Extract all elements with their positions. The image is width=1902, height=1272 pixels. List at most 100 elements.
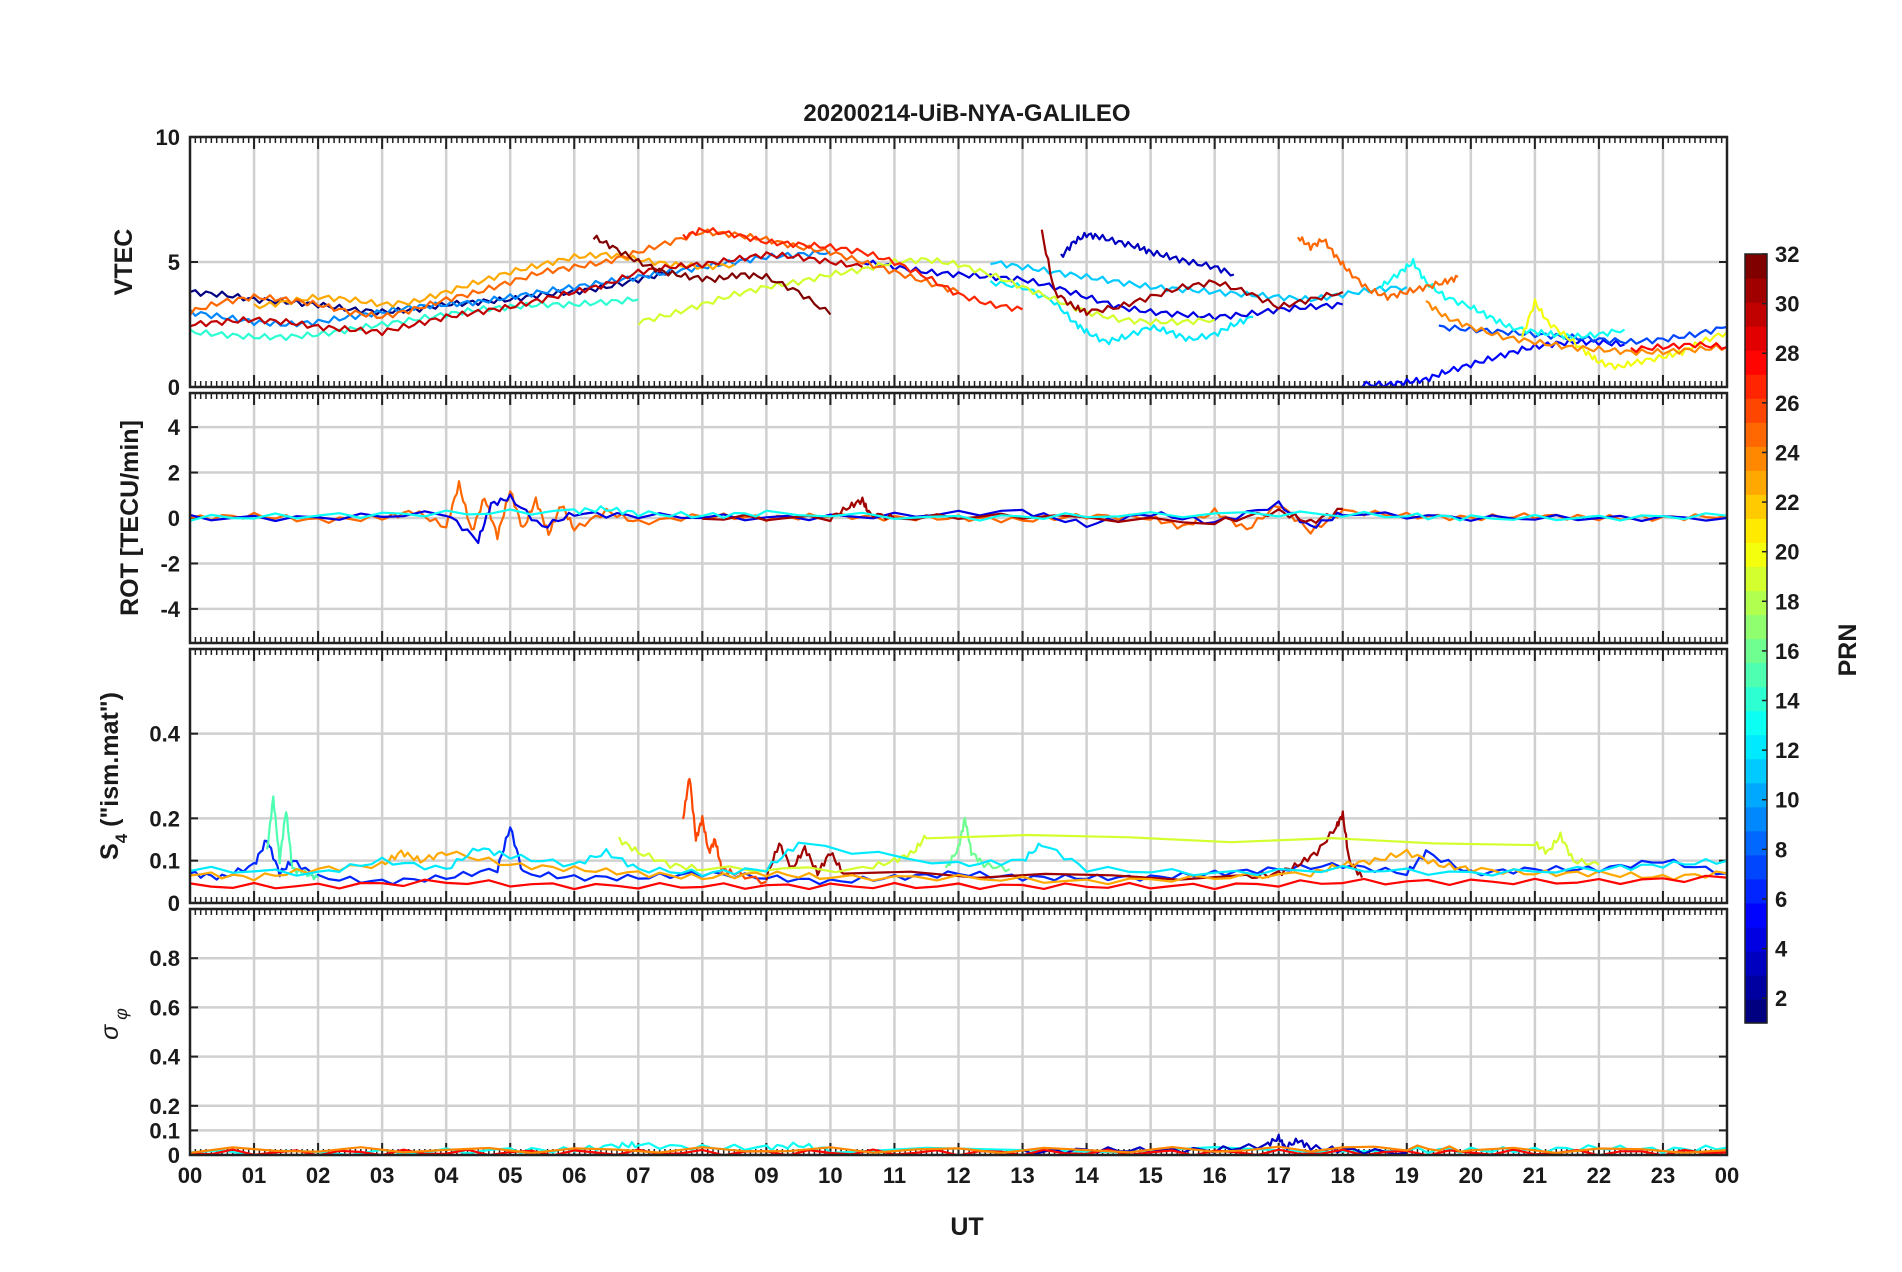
series-prn-32 [592,234,832,316]
colorbar-segment [1745,806,1767,832]
y-tick-label: 0.4 [149,1045,180,1070]
y-tick-label: 0 [168,1143,180,1168]
colorbar-tick-label: 28 [1775,341,1799,366]
x-tick-label: 07 [626,1163,650,1188]
colorbar-segment [1745,710,1767,736]
y-tick-label: 0.1 [149,849,180,874]
series-prn-7 [1438,324,1727,345]
x-axis-label: UT [950,1213,983,1241]
series-group [190,227,1727,387]
colorbar-segment [1745,854,1767,880]
colorbar-segment [1745,566,1767,592]
series-prn-26 [682,777,767,885]
series-prn-30 [190,251,863,337]
y-tick-label: 5 [168,250,180,275]
colorbar-tick-label: 16 [1775,639,1799,664]
x-tick-label: 19 [1395,1163,1419,1188]
series-prn-19 [637,257,1216,326]
colorbar-segment [1745,278,1767,303]
y-axis-label: σ φ [96,1008,131,1040]
series-prn-12 [190,841,1727,878]
colorbar-tick-label: 20 [1775,540,1799,565]
panel-s4: 0 0.1 0.2 0.4 S4 ("ism.mat") [96,647,1729,916]
series-prn-25 [1296,236,1459,301]
panel-vtec: 0 5 10 VTEC [110,125,1729,400]
colorbar-segment [1745,662,1767,688]
colorbar-segment [1745,254,1767,279]
colorbar-segment [1745,398,1767,423]
y-tick-label: -2 [160,551,180,576]
y-tick-label: 0.2 [149,806,180,831]
colorbar-segment [1745,686,1767,712]
plot-frame [188,647,1729,905]
series-group [190,1133,1727,1155]
series-prn-28 [190,874,1727,891]
colorbar-segment [1745,446,1767,471]
colorbar-segment [1745,614,1767,640]
x-tick-label: 04 [434,1163,459,1188]
series-prn-27 [682,227,1024,312]
colorbar-segment [1745,782,1767,808]
colorbar-tick-label: 10 [1775,788,1799,813]
x-tick-label: 11 [883,1163,906,1188]
y-tick-label: 0 [168,891,180,916]
series-prn-24 [1425,299,1727,356]
y-tick-label: -4 [160,597,180,622]
colorbar-segment [1745,422,1767,447]
colorbar-tick-label: 6 [1775,887,1787,912]
colorbar-segment [1745,734,1767,760]
colorbar-tick-label: 30 [1775,292,1799,317]
series-prn-24 [190,1144,1727,1155]
x-tick-label: 17 [1266,1163,1290,1188]
x-tick-label: 12 [946,1163,970,1188]
series-prn-13 [190,505,1727,522]
x-tick-label: 08 [690,1163,714,1188]
colorbar-segment [1745,878,1767,904]
series-prn-4 [190,493,1727,545]
x-tick-label: 14 [1074,1163,1099,1188]
y-tick-label: 0 [168,506,180,531]
colorbar-segment [1745,374,1767,399]
series-prn-14 [190,296,639,342]
y-tick-label: 10 [156,125,180,150]
x-tick-label: 00 [178,1163,202,1188]
y-tick-label: 0.2 [149,1094,180,1119]
colorbar-segment [1745,926,1767,952]
y-tick-label: 0.6 [149,995,180,1020]
y-tick-label: 0.4 [149,722,180,747]
series-prn-31 [765,810,1364,881]
plot-frame [188,391,1729,645]
series-prn-28 [1630,341,1727,354]
y-tick-label: 4 [168,415,181,440]
series-prn-23 [253,251,735,310]
series-group [190,777,1727,891]
series-prn-3 [1060,231,1235,277]
x-tick-label: 18 [1331,1163,1355,1188]
colorbar-segment [1745,830,1767,856]
chart-title: 20200214-UiB-NYA-GALILEO [803,100,1130,127]
colorbar-tick-label: 24 [1775,440,1800,465]
y-tick-label: 0.8 [149,946,180,971]
colorbar-segment [1745,302,1767,327]
panel-sigma_phi: 00.10.2 0.4 0.6 0.8 σ φ [96,907,1729,1168]
plot-frame [188,907,1729,1157]
series-prn-5 [1361,338,1625,387]
colorbar-segment [1745,902,1767,928]
colorbar-label: PRN [1834,624,1862,677]
x-tick-label: 22 [1587,1163,1611,1188]
x-tick-label: 01 [242,1163,266,1188]
x-tick-label: 05 [498,1163,522,1188]
series-prn-28 [190,1148,1727,1155]
colorbar-tick-label: 2 [1775,986,1787,1011]
series-prn-31 [1040,229,1344,317]
colorbar-segment [1745,494,1767,519]
x-tick-label: 02 [306,1163,330,1188]
colorbar-segment [1745,518,1767,543]
colorbar-segment [1745,758,1767,784]
x-tick-label: 10 [818,1163,842,1188]
y-tick-label: 0.1 [149,1118,180,1143]
colorbar-tick-label: 4 [1775,937,1788,962]
